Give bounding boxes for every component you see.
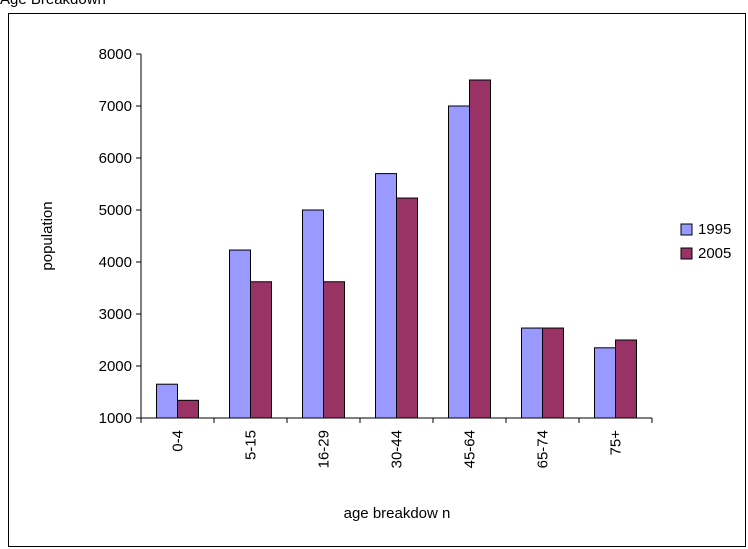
y-tick-label: 2000 (99, 358, 132, 375)
legend-label: 1995 (698, 221, 731, 238)
bar-1995-45-64 (448, 105, 470, 419)
bar-1995-30-44 (375, 173, 397, 419)
bar-2005-45-64 (469, 79, 491, 419)
x-tick-label: 0-4 (170, 430, 187, 452)
x-axis-ticks: 0-4 5-15 16-29 30-44 45-64 65-74 75+ (140, 418, 653, 468)
bar-1995-5-15 (229, 249, 251, 419)
legend: 1995 2005 (680, 221, 731, 262)
bar-2005-16-29 (323, 281, 345, 419)
bar-2005-65-74 (542, 327, 564, 419)
legend-swatch-1995 (680, 223, 693, 236)
bar-2005-0-4 (177, 399, 199, 419)
y-tick-label: 1000 (99, 410, 132, 427)
x-tick-label: 65-74 (535, 430, 552, 468)
y-tick-label: 4000 (99, 254, 132, 271)
x-tick-label: 30-44 (389, 430, 406, 468)
bar-2005-30-44 (396, 197, 418, 419)
bar-1995-0-4 (156, 383, 178, 419)
y-tick-label: 8000 (99, 46, 132, 63)
legend-swatch-2005 (680, 247, 693, 260)
bar-1995-16-29 (302, 209, 324, 419)
y-tick-label: 7000 (99, 98, 132, 115)
bars (156, 79, 637, 419)
y-axis-ticks: 1000 2000 3000 4000 5000 6000 7000 8000 (99, 46, 141, 427)
x-tick-label: 45-64 (462, 430, 479, 468)
x-tick-label: 16-29 (316, 430, 333, 468)
bar-1995-65-74 (521, 327, 543, 419)
x-tick-label: 75+ (608, 430, 625, 456)
x-axis-title: age breakdow n (344, 505, 451, 522)
y-tick-label: 5000 (99, 202, 132, 219)
bar-2005-75+ (615, 339, 637, 419)
y-tick-label: 3000 (99, 306, 132, 323)
legend-label: 2005 (698, 245, 731, 262)
chart-title-cut-off: Age Breakdown (0, 0, 106, 8)
x-tick-label: 5-15 (243, 430, 260, 460)
y-tick-label: 6000 (99, 150, 132, 167)
bar-2005-5-15 (250, 281, 272, 419)
bar-1995-75+ (594, 347, 616, 419)
y-axis-title: population (39, 201, 56, 270)
